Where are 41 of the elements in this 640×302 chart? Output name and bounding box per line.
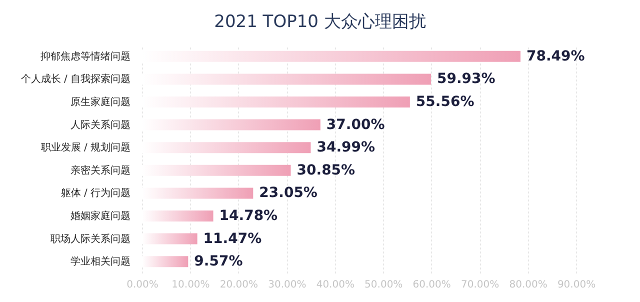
bar	[142, 188, 254, 199]
bar	[142, 50, 520, 62]
x-tick-label: 60.00%	[412, 280, 451, 290]
bar	[142, 119, 320, 130]
y-tick-label: 原生家庭问题	[70, 96, 130, 108]
y-tick-label: 职业发展 / 规划问题	[40, 142, 130, 154]
data-label: 14.78%	[219, 208, 278, 224]
data-label: 59.93%	[436, 71, 496, 88]
x-tick-label: 70.00%	[460, 280, 500, 290]
data-label: 34.99%	[316, 140, 376, 156]
y-tick-label: 人际关系问题	[70, 118, 130, 131]
bar	[142, 233, 198, 244]
data-label: 55.56%	[416, 94, 474, 110]
bar	[142, 164, 291, 176]
y-tick-label: 亲密关系问题	[70, 164, 130, 176]
y-tick-label: 婚姻家庭问题	[70, 210, 130, 222]
x-tick-label: 80.00%	[509, 280, 548, 290]
y-tick-label: 学业相关问题	[70, 256, 130, 268]
bar	[142, 74, 431, 85]
data-label: 78.49%	[526, 48, 585, 64]
data-label: 11.47%	[203, 230, 262, 247]
data-label: 30.85%	[296, 162, 356, 178]
data-label: 23.05%	[259, 185, 318, 202]
x-tick-label: 10.00%	[172, 280, 210, 290]
x-tick-label: 40.00%	[316, 280, 354, 290]
chart-title: 2021 TOP10 大众心理困扰	[214, 12, 426, 32]
data-label: 9.57%	[194, 254, 243, 270]
x-tick-label: 30.00%	[268, 280, 306, 290]
y-tick-label: 躯体 / 行为问题	[60, 187, 130, 200]
bar	[142, 142, 311, 154]
y-tick-label: 抑郁焦虑等情绪问题	[40, 50, 130, 62]
x-tick-label: 20.00%	[220, 280, 258, 290]
x-tick-label: 0.00%	[126, 280, 158, 290]
bar	[142, 96, 410, 108]
x-tick-label: 50.00%	[364, 280, 403, 290]
y-tick-label: 职场人际关系问题	[50, 232, 130, 245]
y-tick-label: 个人成长 / 自我探索问题	[20, 73, 130, 86]
data-label: 37.00%	[326, 116, 385, 133]
x-tick-label: 90.00%	[557, 280, 596, 290]
bar	[142, 210, 214, 222]
bar	[142, 256, 188, 268]
